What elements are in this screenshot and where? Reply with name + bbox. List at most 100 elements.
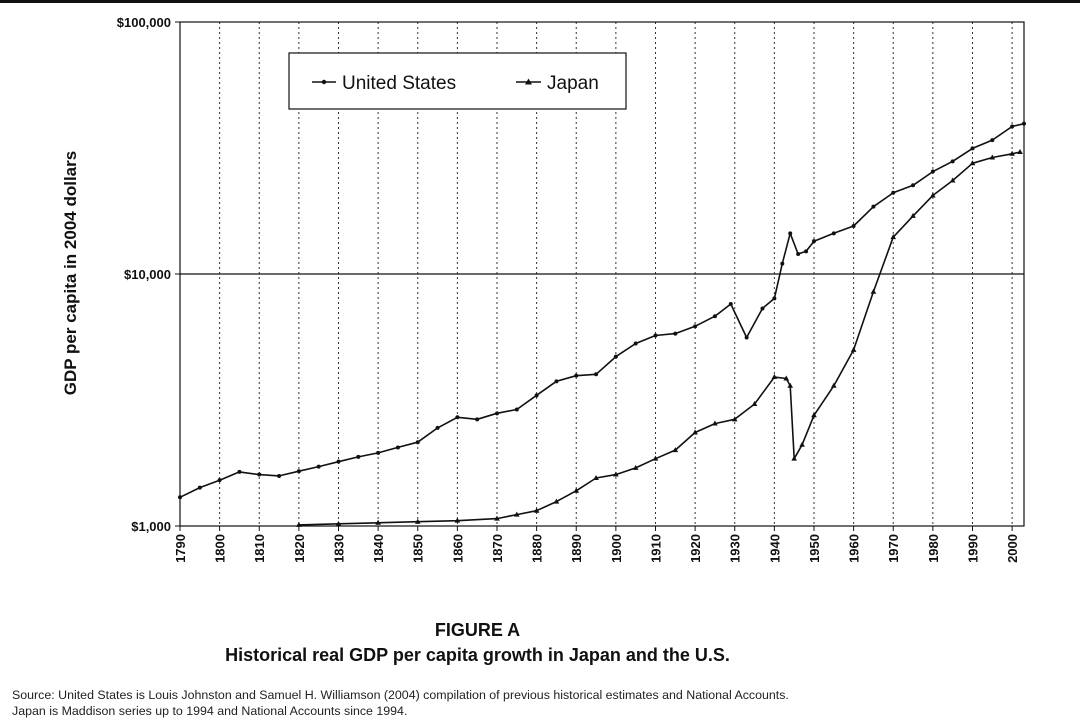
data-point-japan-2000 [1009, 150, 1015, 156]
data-point-japan-1830 [335, 520, 342, 526]
data-point-japan-1935 [751, 400, 758, 406]
data-point-japan-1860 [454, 517, 461, 523]
tick-layer: 1790 1800 1810 1820 1830 1840 1850 1860 1870 1880… [117, 15, 1020, 563]
data-point-japan-1920 [692, 429, 698, 435]
data-point-united-states-1865 [475, 417, 480, 422]
data-point-japan-1943 [783, 375, 790, 381]
data-point-japan-1970 [890, 234, 897, 240]
series-line-japan [298, 151, 1021, 526]
data-point-japan-1975 [910, 212, 916, 218]
y-axis-title: GDP per capita in 2004 dollars [61, 151, 80, 395]
x-tick-label-1890: 1890 [569, 534, 584, 563]
data-point-united-states-1810 [257, 472, 262, 477]
data-point-united-states-2000 [1010, 124, 1015, 129]
x-tick-label-1920: 1920 [688, 534, 703, 563]
legend-us-label: United States [342, 73, 456, 94]
legend-japan-label: Japan [547, 73, 599, 94]
data-point-japan-1870 [494, 515, 500, 521]
data-point-united-states-1850 [415, 440, 420, 445]
x-tick-label-1790: 1790 [173, 534, 188, 563]
data-point-united-states-1870 [494, 411, 499, 416]
source-line-2: Japan is Maddison series up to 1994 and … [12, 704, 408, 718]
x-tick-label-1840: 1840 [371, 534, 386, 563]
x-tick-label-1960: 1960 [847, 534, 862, 563]
data-point-japan-1947 [799, 441, 805, 447]
data-point-japan-1890 [573, 487, 580, 493]
data-point-united-states-1985 [950, 159, 955, 164]
data-point-united-states-1875 [514, 407, 519, 412]
gdp-line-chart: 1790 1800 1810 1820 1830 1840 1850 1860 1870 1880… [61, 15, 1026, 563]
legend-us-marker [321, 79, 327, 85]
data-point-united-states-1980 [930, 169, 935, 174]
data-point-japan-1990 [969, 160, 976, 166]
series-japan [296, 148, 1023, 527]
source-note: Source: United States is Louis Johnston … [12, 687, 1077, 719]
y-tick-label-100000: $100,000 [117, 15, 171, 30]
data-point-united-states-1900 [613, 354, 618, 359]
data-point-united-states-1948 [804, 249, 809, 254]
data-point-united-states-1975 [911, 183, 916, 188]
data-point-united-states-1940 [772, 296, 777, 301]
legend-box [288, 52, 627, 110]
data-point-japan-1940 [771, 374, 778, 380]
top-border [0, 0, 1080, 3]
x-tick-label-1880: 1880 [530, 534, 545, 563]
data-point-japan-1900 [613, 471, 619, 477]
data-point-united-states-1820 [296, 469, 301, 474]
data-point-united-states-1944 [788, 231, 793, 236]
x-tick-label-1940: 1940 [767, 534, 782, 563]
data-point-japan-1850 [414, 518, 421, 524]
data-point-united-states-1895 [594, 372, 599, 377]
data-point-japan-1944 [787, 382, 794, 388]
series-line-united-states [179, 122, 1025, 499]
x-tick-label-1820: 1820 [292, 534, 307, 563]
data-point-japan-1985 [949, 177, 956, 183]
data-point-united-states-1840 [376, 450, 381, 455]
data-point-japan-1960 [850, 346, 857, 352]
y-tick-label-10000: $10,000 [124, 267, 171, 282]
x-tick-label-1870: 1870 [490, 534, 505, 563]
x-tick-label-1800: 1800 [213, 534, 228, 563]
data-point-united-states-1965 [871, 204, 876, 209]
data-point-united-states-1950 [811, 239, 816, 244]
data-point-japan-1945 [791, 455, 797, 461]
data-point-united-states-1845 [395, 445, 400, 450]
data-point-japan-1980 [930, 192, 936, 198]
x-tick-label-1950: 1950 [807, 534, 822, 563]
x-tick-label-1810: 1810 [252, 534, 267, 563]
data-point-united-states-1860 [455, 415, 460, 420]
data-point-united-states-1800 [217, 478, 222, 483]
data-point-japan-1955 [831, 382, 837, 388]
x-tick-label-1910: 1910 [648, 534, 663, 563]
data-point-united-states-1795 [197, 485, 202, 490]
data-point-united-states-1905 [633, 341, 638, 346]
x-tick-label-1990: 1990 [965, 534, 980, 563]
data-point-united-states-1933 [744, 335, 749, 340]
data-point-japan-1965 [870, 288, 877, 294]
x-tick-label-1830: 1830 [331, 534, 346, 563]
data-point-japan-1895 [593, 475, 599, 481]
series-layer [178, 121, 1026, 527]
x-tick-label-1930: 1930 [728, 534, 743, 563]
legend-japan-marker [525, 78, 532, 85]
data-point-united-states-1890 [574, 373, 579, 378]
y-tick-label-1000: $1,000 [131, 519, 171, 534]
data-point-united-states-1990 [970, 146, 975, 151]
data-point-japan-1910 [652, 455, 659, 461]
data-point-united-states-1942 [780, 261, 785, 266]
data-point-united-states-1915 [673, 331, 678, 336]
x-tick-label-1900: 1900 [609, 534, 624, 563]
data-point-japan-2002 [1017, 148, 1023, 154]
data-point-united-states-1929 [728, 302, 733, 307]
data-point-japan-1885 [553, 498, 560, 504]
data-point-united-states-1995 [990, 138, 995, 143]
x-tick-label-1860: 1860 [450, 534, 465, 563]
series-united-states [178, 121, 1026, 500]
data-point-united-states-1937 [760, 306, 765, 311]
x-tick-label-1850: 1850 [411, 534, 426, 563]
data-point-united-states-1955 [831, 231, 836, 236]
data-point-united-states-1925 [712, 314, 717, 319]
figure-label: FIGURE A [434, 620, 521, 640]
data-point-united-states-1815 [277, 473, 282, 478]
data-point-united-states-1825 [316, 464, 321, 469]
